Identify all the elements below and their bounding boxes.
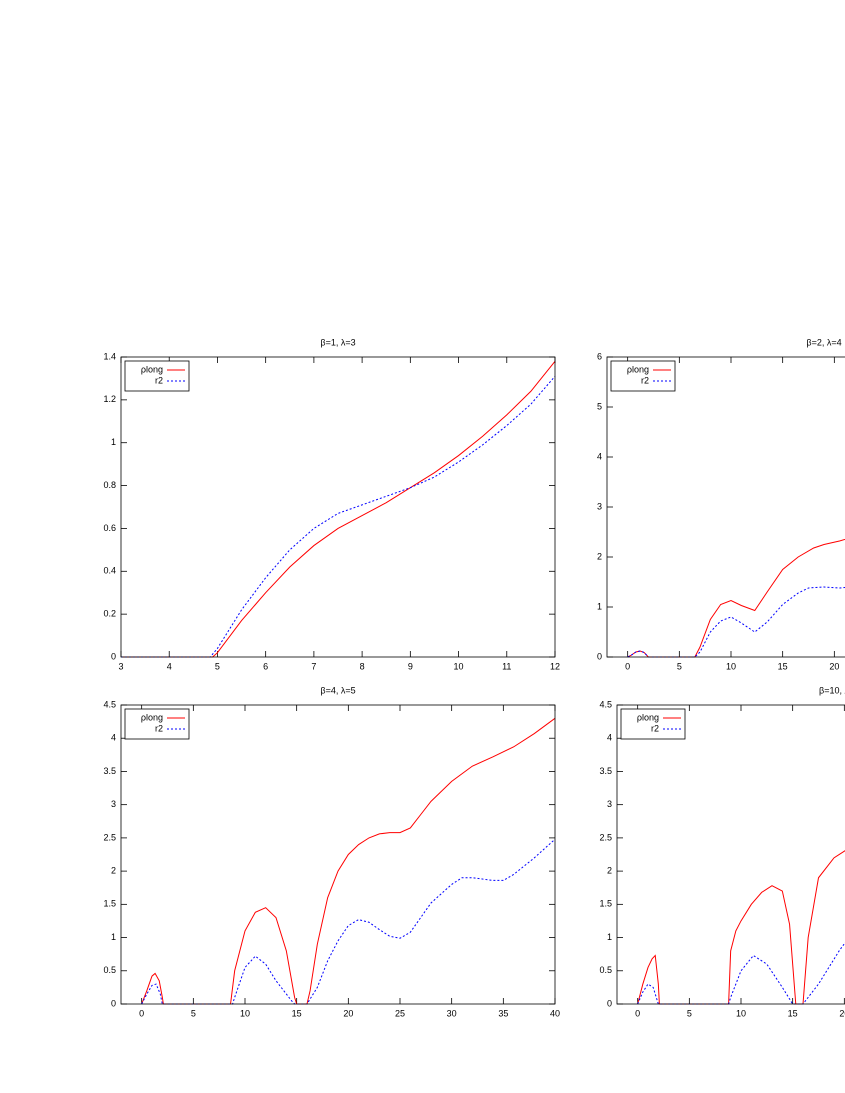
y-tick-label: 2: [111, 865, 116, 875]
x-tick-label: 5: [215, 661, 220, 671]
y-tick-label: 3.5: [599, 766, 612, 776]
chart-title: β=1, λ=3: [320, 337, 355, 347]
y-tick-label: 0: [607, 998, 612, 1008]
y-tick-label: 1: [597, 601, 602, 611]
y-tick-label: 3: [111, 799, 116, 809]
legend-box: [610, 360, 676, 392]
legend-label: ρlong: [637, 712, 659, 722]
legend-box: [620, 708, 686, 740]
legend-box: [124, 708, 190, 740]
x-tick-label: 20: [343, 1008, 353, 1018]
x-tick-label: 10: [726, 661, 736, 671]
y-tick-label: 2.5: [103, 832, 116, 842]
series-line: [121, 360, 556, 658]
x-tick-label: 10: [240, 1008, 250, 1018]
y-tick-label: 3: [597, 501, 602, 511]
x-tick-label: 3: [118, 661, 123, 671]
y-tick-label: 1.5: [103, 899, 116, 909]
x-tick-label: 5: [677, 661, 682, 671]
legend-label: ρlong: [627, 364, 649, 374]
series-line: [121, 375, 556, 658]
series-line: [141, 838, 556, 1005]
panel: β=4, λ=5 0 0.5 1 1.5 2 2.5 3 3.5 4 4.5 0 5 10 15 20 25 30…: [103, 685, 560, 1018]
y-tick-label: 3: [607, 799, 612, 809]
series-line: [627, 538, 845, 658]
y-tick-label: 0.5: [103, 965, 116, 975]
y-tick-label: 4: [607, 733, 612, 743]
series-line: [637, 850, 845, 1005]
series-line: [627, 586, 845, 658]
y-tick-label: 0.8: [103, 480, 116, 490]
x-tick-label: 30: [447, 1008, 457, 1018]
y-tick-label: 4.5: [103, 699, 116, 709]
x-tick-label: 11: [502, 661, 511, 671]
y-tick-label: 0.6: [103, 523, 116, 533]
legend-label: r2: [651, 723, 659, 733]
legend-label: r2: [155, 375, 163, 385]
x-tick-label: 0: [625, 661, 630, 671]
x-tick-label: 35: [498, 1008, 508, 1018]
x-tick-label: 12: [550, 661, 560, 671]
chart-title: β=4, λ=5: [320, 685, 355, 695]
y-tick-label: 0: [111, 998, 116, 1008]
y-tick-label: 2.5: [599, 832, 612, 842]
legend-box: [124, 360, 190, 392]
x-tick-label: 7: [311, 661, 316, 671]
series-line: [141, 717, 556, 1005]
x-tick-label: 9: [408, 661, 413, 671]
y-tick-label: 3.5: [103, 766, 116, 776]
chart-title: β=2, λ=4: [806, 337, 841, 347]
y-tick-label: 0.2: [103, 609, 116, 619]
legend-label: ρlong: [141, 712, 163, 722]
y-tick-label: 0: [111, 651, 116, 661]
y-tick-label: 1.2: [103, 394, 116, 404]
y-tick-label: 1: [607, 932, 612, 942]
y-tick-label: 0: [597, 651, 602, 661]
y-tick-label: 4: [597, 451, 602, 461]
y-tick-label: 4: [111, 733, 116, 743]
x-tick-label: 6: [263, 661, 268, 671]
x-tick-label: 20: [829, 661, 839, 671]
y-tick-label: 6: [597, 351, 602, 361]
y-tick-label: 5: [597, 401, 602, 411]
x-tick-label: 5: [687, 1008, 692, 1018]
y-tick-label: 1: [111, 437, 116, 447]
x-tick-label: 0: [139, 1008, 144, 1018]
x-tick-label: 4: [167, 661, 172, 671]
panel: β=1, λ=3 0 0.2 0.4 0.6 0.8 1 1.2 1.4 3 4 5 6 7 8 9 10 11 1…: [103, 337, 560, 671]
x-tick-label: 25: [395, 1008, 405, 1018]
y-tick-label: 2: [607, 865, 612, 875]
plot-frame: [606, 356, 845, 658]
y-tick-label: 1.5: [599, 899, 612, 909]
y-tick-label: 0.4: [103, 566, 116, 576]
x-tick-label: 15: [788, 1008, 798, 1018]
legend-label: r2: [155, 723, 163, 733]
plot-frame: [616, 704, 845, 1005]
x-tick-label: 40: [550, 1008, 560, 1018]
y-tick-label: 2: [597, 551, 602, 561]
x-tick-label: 10: [736, 1008, 746, 1018]
chart-title: β=10, λ: [819, 685, 845, 695]
x-tick-label: 0: [635, 1008, 640, 1018]
legend-label: r2: [641, 375, 649, 385]
x-tick-label: 10: [454, 661, 464, 671]
x-tick-label: 5: [191, 1008, 196, 1018]
panel: β=10, λ 0 0.5 1 1.5 2 2.5 3 3.5 4 4.5 0 5 10 15 20 ρlong…: [599, 685, 845, 1018]
x-tick-label: 20: [839, 1008, 845, 1018]
legend-label: ρlong: [141, 364, 163, 374]
y-tick-label: 1: [111, 932, 116, 942]
y-tick-label: 4.5: [599, 699, 612, 709]
plot-frame: [120, 704, 556, 1005]
series-line: [637, 941, 845, 1005]
plot-frame: [120, 356, 556, 658]
y-tick-label: 0.5: [599, 965, 612, 975]
x-tick-label: 15: [292, 1008, 302, 1018]
x-tick-label: 15: [778, 661, 788, 671]
x-tick-label: 8: [360, 661, 365, 671]
y-tick-label: 1.4: [103, 351, 116, 361]
